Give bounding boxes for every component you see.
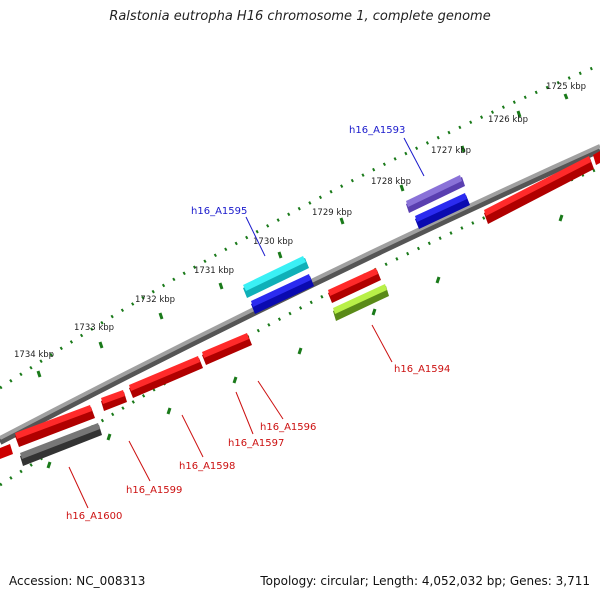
gene-red-arrow-left [15,405,95,447]
leader-line [68,466,89,509]
leader-line [245,216,266,257]
gene-label-h16_A1600: h16_A1600 [66,511,122,522]
gene-red-arrow-far-left [0,444,13,459]
leader-line [128,440,151,482]
gene-label-h16_A1593: h16_A1593 [349,125,405,136]
inner-major-ticks [46,214,564,469]
outer-major-ticks [36,93,569,378]
leader-line [181,414,204,458]
gene-label-h16_A1597: h16_A1597 [228,438,284,449]
gene-h16_A1595-arrow [243,256,309,298]
gene-blue-arrow [251,274,314,314]
gene-label-h16_A1596: h16_A1596 [260,422,316,433]
ruler-label: 1726 kbp [488,115,528,125]
ruler-label: 1728 kbp [371,177,411,187]
leader-line [371,324,393,363]
ruler-label: 1734 kbp [14,350,54,360]
ruler-label: 1730 kbp [253,237,293,247]
gene-h16_A1599-arrow [101,390,127,411]
inner-ruler-line [0,166,600,487]
gene-label-h16_A1599: h16_A1599 [126,485,182,496]
leader-line [403,137,425,177]
gene-h16_A1596-arrow [202,333,252,365]
gene-h16_A1593-arrow-blue [415,193,470,229]
leader-line [257,380,284,420]
gene-h16_A1593-arrow [406,175,465,213]
accession-text: Accession: NC_008313 [9,574,146,588]
gene-label-h16_A1594: h16_A1594 [394,364,450,375]
ruler-label: 1725 kbp [546,82,586,92]
ruler-label: 1731 kbp [194,266,234,276]
ruler-label: 1727 kbp [431,146,471,156]
gene-label-h16_A1598: h16_A1598 [179,461,235,472]
gene-red-arrow-edge [593,151,600,165]
ruler-label: 1733 kbp [74,323,114,333]
gene-label-h16_A1595: h16_A1595 [191,206,247,217]
gene-h16_A1600-arrow [20,423,102,466]
ruler-label: 1729 kbp [312,208,352,218]
gene-h16_A1594-arrow [333,284,389,321]
genome-stats-text: Topology: circular; Length: 4,052,032 bp… [260,574,590,588]
gene-h16_A1598-arrow [129,356,203,398]
map-title: Ralstonia eutropha H16 chromosome 1, com… [109,9,491,24]
gene-red-arrow-top-right [484,156,594,224]
gene-red-arrow-mid [328,268,381,303]
chromosome-backbone-shadow [0,147,600,445]
outer-ruler-line [0,63,600,390]
ruler-label: 1732 kbp [135,295,175,305]
leader-line [235,391,254,435]
